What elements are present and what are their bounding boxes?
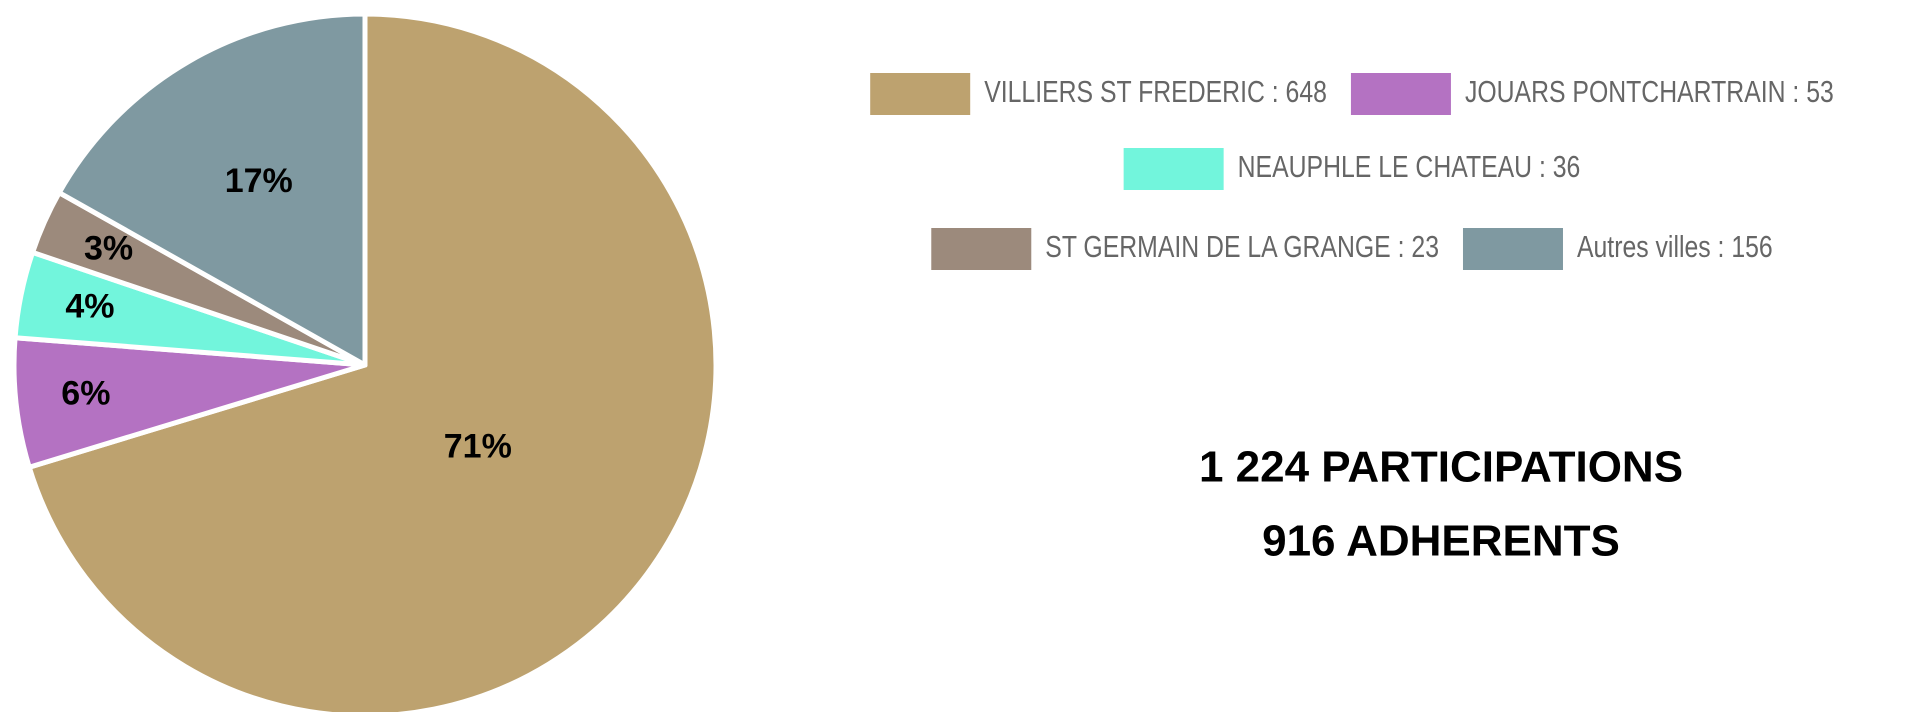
legend-label: ST GERMAIN DE LA GRANGE : 23 [1045, 229, 1439, 264]
slice-label: 3% [84, 230, 133, 268]
pie-slice [56, 11, 368, 368]
slice-label: 71% [444, 428, 512, 466]
legend-swatch [1462, 228, 1563, 270]
legend-swatch [870, 73, 971, 115]
legend-swatch [1123, 148, 1224, 190]
total-adherents: 916 ADHERENTS [1262, 517, 1620, 566]
legend-label: VILLIERS ST FREDERIC : 648 [984, 74, 1327, 109]
legend-swatch [931, 228, 1032, 270]
pie: 71% 6% 4% 3% 17% [11, 11, 719, 712]
slice-label: 6% [61, 374, 110, 412]
slice-label: 17% [225, 162, 293, 200]
legend-label: NEAUPHLE LE CHATEAU : 36 [1238, 149, 1581, 184]
total-participations: 1 224 PARTICIPATIONS [1199, 443, 1683, 492]
pie-slice [26, 11, 719, 712]
pie-slice [11, 335, 368, 470]
legend-swatch [1350, 73, 1451, 115]
legend-label: Autres villes : 156 [1577, 229, 1773, 264]
legend: VILLIERS ST FREDERIC : 648 JOUARS PONTCHA… [870, 73, 1834, 270]
legend-label: JOUARS PONTCHARTRAIN : 53 [1465, 74, 1834, 109]
slice-label: 4% [65, 288, 114, 326]
